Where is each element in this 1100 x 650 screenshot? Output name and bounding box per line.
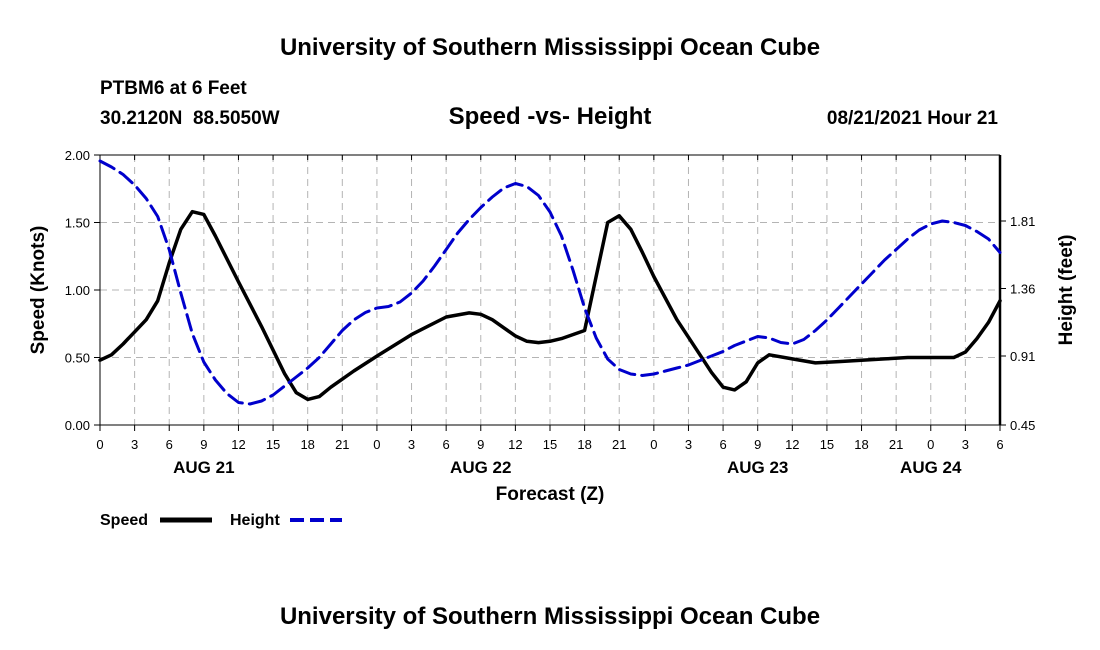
date-label: AUG 24 — [900, 458, 962, 477]
y2-tick-label: 1.36 — [1010, 282, 1035, 297]
x-tick-label: 15 — [543, 437, 557, 452]
axis-labels-layer: 0.00 0.50 1.00 1.50 2.00 0 3 6 9 12 15 18 21 0 3 6 9 12 15… — [65, 148, 1036, 477]
x-tick-label: 0 — [373, 437, 380, 452]
station-coordinates: 30.2120N 88.5050W — [100, 108, 280, 129]
x-tick-label: 0 — [927, 437, 934, 452]
x-axis-label: Forecast (Z) — [496, 484, 605, 505]
x-tick-label: 21 — [612, 437, 626, 452]
x-tick-label: 9 — [477, 437, 484, 452]
y2-tick-label: 1.81 — [1010, 214, 1035, 229]
y-tick-label: 2.00 — [65, 148, 90, 163]
x-tick-label: 21 — [335, 437, 349, 452]
x-tick-label: 12 — [508, 437, 522, 452]
x-tick-label: 15 — [266, 437, 280, 452]
page-title-top: University of Southern Mississippi Ocean… — [280, 34, 820, 61]
x-tick-label: 0 — [96, 437, 103, 452]
date-label: AUG 22 — [450, 458, 511, 477]
y-axis-label-right: Height (feet) — [1056, 235, 1077, 346]
x-tick-label: 6 — [443, 437, 450, 452]
y-tick-label: 1.00 — [65, 283, 90, 298]
x-tick-label: 0 — [650, 437, 657, 452]
series-line-speed — [98, 209, 1002, 402]
x-tick-label: 3 — [131, 437, 138, 452]
y-tick-label: 0.00 — [65, 418, 90, 433]
x-tick-label: 9 — [200, 437, 207, 452]
x-tick-label: 9 — [754, 437, 761, 452]
x-tick-label: 12 — [231, 437, 245, 452]
x-tick-label: 3 — [962, 437, 969, 452]
x-tick-label: 3 — [408, 437, 415, 452]
legend-height-label: Height — [230, 512, 280, 529]
series-layer — [98, 159, 1002, 406]
x-tick-label: 18 — [300, 437, 314, 452]
y-tick-label: 1.50 — [65, 216, 90, 231]
legend-speed-label: Speed — [100, 512, 148, 529]
axes-layer — [94, 154, 1006, 431]
grid-layer — [99, 154, 1001, 426]
series-line-height — [98, 159, 1002, 406]
y2-tick-label: 0.45 — [1010, 418, 1035, 433]
x-tick-label: 18 — [577, 437, 591, 452]
chart-title: Speed -vs- Height — [449, 103, 652, 130]
y-tick-label: 0.50 — [65, 351, 90, 366]
x-tick-label: 3 — [685, 437, 692, 452]
date-label: AUG 23 — [727, 458, 788, 477]
station-name: PTBM6 at 6 Feet — [100, 78, 247, 99]
x-tick-label: 6 — [166, 437, 173, 452]
forecast-datetime: 08/21/2021 Hour 21 — [827, 108, 999, 129]
x-tick-label: 12 — [785, 437, 799, 452]
x-tick-label: 21 — [889, 437, 903, 452]
date-label: AUG 21 — [173, 458, 234, 477]
x-tick-label: 6 — [719, 437, 726, 452]
x-tick-label: 6 — [996, 437, 1003, 452]
page-title-bottom: University of Southern Mississippi Ocean… — [280, 603, 820, 630]
y-axis-label-left: Speed (Knots) — [28, 226, 49, 355]
x-tick-label: 15 — [820, 437, 834, 452]
x-tick-label: 18 — [854, 437, 868, 452]
y2-tick-label: 0.91 — [1010, 349, 1035, 364]
